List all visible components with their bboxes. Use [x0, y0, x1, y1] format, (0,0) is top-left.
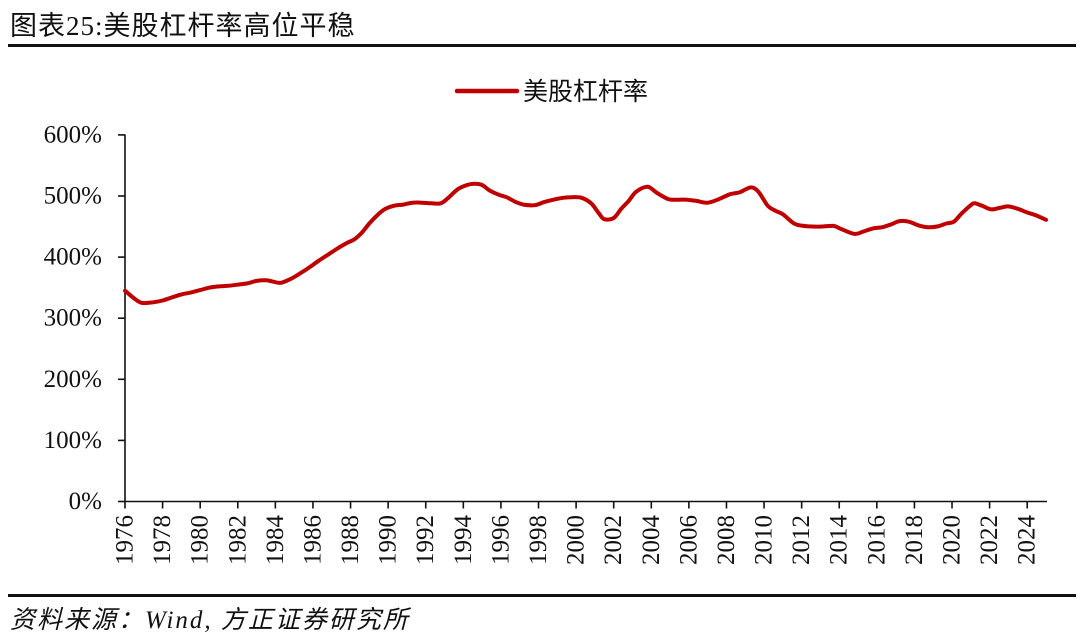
y-tick-label: 400% — [44, 244, 102, 271]
y-tick-label: 0% — [69, 488, 102, 515]
x-tick-label: 1988 — [337, 515, 364, 565]
x-tick-label: 2000 — [563, 515, 590, 565]
y-tick-label: 600% — [44, 121, 102, 148]
y-tick-label: 200% — [44, 366, 102, 393]
x-tick-label: 2008 — [713, 515, 740, 565]
source-note: 资料来源：Wind, 方正证券研究所 — [10, 607, 410, 634]
x-tick-label: 1994 — [450, 515, 477, 566]
figure-title: 图表25:美股杠杆率高位平稳 — [10, 11, 356, 41]
x-tick-label: 1976 — [112, 515, 139, 565]
y-tick-label: 500% — [44, 183, 102, 210]
x-tick-label: 1990 — [375, 515, 402, 565]
x-tick-label: 2020 — [939, 515, 966, 565]
x-tick-label: 1998 — [525, 515, 552, 565]
y-tick-label: 100% — [44, 427, 102, 454]
series-line-leverage-ratio — [123, 181, 1048, 306]
x-tick-label: 2016 — [863, 515, 890, 565]
x-tick-label: 2014 — [826, 515, 853, 566]
x-axis: 1976 1978 1980 1982 1984 1986 1988 1990 1992 1994… — [112, 500, 1047, 566]
x-tick-label: 1980 — [187, 515, 214, 565]
y-tick-label: 300% — [44, 305, 102, 332]
x-tick-label: 2004 — [638, 515, 665, 566]
top-divider — [8, 44, 1076, 47]
x-tick-label: 1996 — [487, 515, 514, 565]
x-tick-label: 2024 — [1014, 515, 1041, 566]
legend: 美股杠杆率 — [454, 78, 648, 106]
x-tick-label: 2022 — [976, 515, 1003, 565]
x-tick-label: 2012 — [788, 515, 815, 565]
legend-label: 美股杠杆率 — [523, 78, 648, 106]
x-tick-label: 1992 — [412, 515, 439, 565]
y-axis: 0% 100% 200% 300% 400% 500% 600% — [44, 121, 126, 515]
x-tick-label: 2018 — [901, 515, 928, 565]
x-tick-label: 2002 — [600, 515, 627, 565]
x-tick-label: 2006 — [675, 515, 702, 565]
x-tick-label: 2010 — [751, 515, 778, 565]
x-tick-label: 1986 — [299, 515, 326, 565]
bottom-divider — [8, 594, 1076, 597]
x-tick-label: 1984 — [262, 515, 289, 566]
x-tick-label: 1978 — [149, 515, 176, 565]
plot-series — [123, 181, 1048, 306]
x-tick-label: 1982 — [224, 515, 251, 565]
